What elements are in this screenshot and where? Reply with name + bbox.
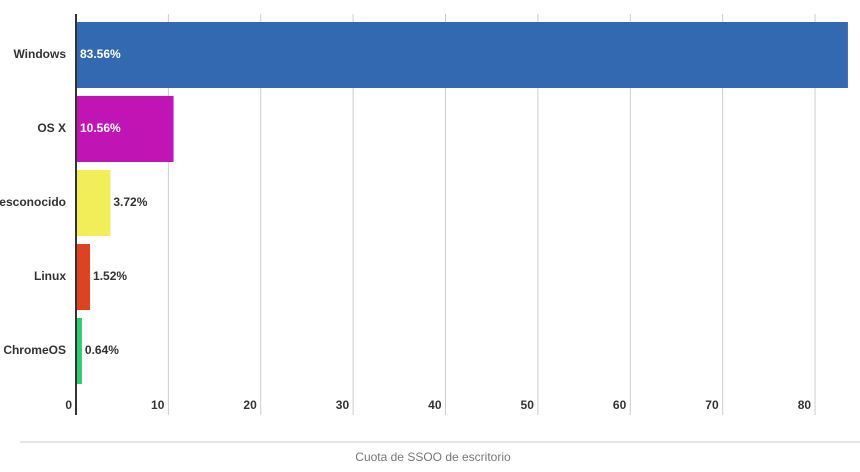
y-tick-label: Desconocido [0, 195, 66, 209]
value-label: 10.56% [80, 121, 121, 135]
value-label: 0.64% [85, 343, 119, 357]
x-tick-label: 40 [428, 398, 442, 412]
bar [76, 318, 82, 384]
bar [76, 170, 111, 236]
y-tick-label: Windows [13, 47, 66, 61]
x-tick-label: 20 [243, 398, 257, 412]
x-tick-label: 30 [336, 398, 350, 412]
x-tick-label: 10 [151, 398, 165, 412]
bar [76, 96, 174, 162]
y-tick-label: OS X [37, 121, 66, 135]
x-tick-label: 50 [521, 398, 535, 412]
x-tick-label: 70 [705, 398, 719, 412]
y-tick-label: ChromeOS [3, 343, 66, 357]
y-tick-label: Linux [34, 269, 66, 283]
value-label: 83.56% [80, 47, 121, 61]
x-tick-label: 80 [798, 398, 812, 412]
value-label: 3.72% [113, 195, 147, 209]
x-tick-label: 60 [613, 398, 627, 412]
value-label: 1.52% [93, 269, 127, 283]
bar [76, 244, 91, 310]
x-axis-label: Cuota de SSOO de escritorio [355, 450, 511, 464]
x-tick-label: 0 [65, 398, 72, 412]
bar [76, 22, 848, 88]
